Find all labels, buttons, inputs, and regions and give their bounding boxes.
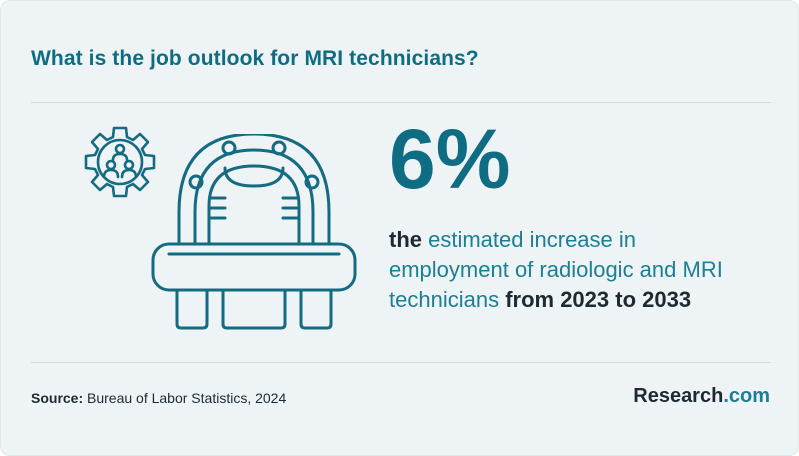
stat-description-prefix: the bbox=[389, 227, 429, 252]
source-citation: Source: Bureau of Labor Statistics, 2024 bbox=[31, 390, 286, 406]
stat-value: 6% bbox=[389, 112, 511, 206]
page-title: What is the job outlook for MRI technici… bbox=[31, 47, 479, 70]
brand-name: Research bbox=[633, 385, 724, 407]
mri-scanner-icon bbox=[151, 134, 357, 330]
brand-domain: .com bbox=[723, 385, 770, 407]
source-label: Source: bbox=[31, 390, 84, 406]
stat-description-highlight: estimated increase in employment of radi… bbox=[389, 227, 723, 312]
bottom-divider bbox=[31, 362, 771, 363]
source-text: Bureau of Labor Statistics, 2024 bbox=[83, 390, 287, 406]
top-divider bbox=[31, 102, 771, 103]
stat-description: the estimated increase in employment of … bbox=[389, 225, 729, 315]
gear-people-icon bbox=[84, 126, 156, 198]
brand-logo: Research.com bbox=[633, 385, 770, 408]
stat-description-suffix: from 2023 to 2033 bbox=[499, 287, 692, 312]
